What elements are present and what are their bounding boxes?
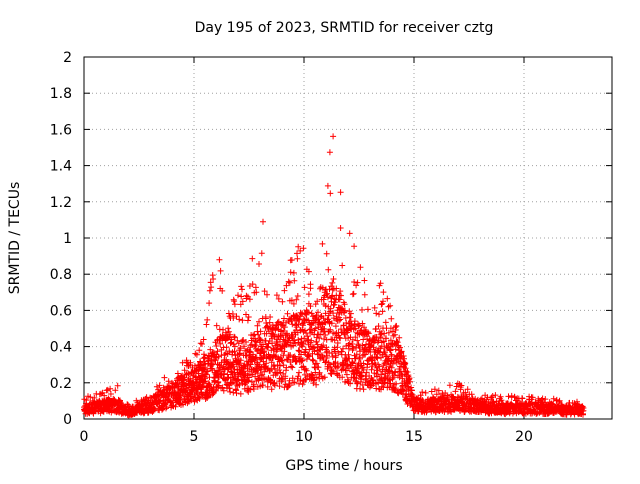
chart-title: Day 195 of 2023, SRMTID for receiver czt… xyxy=(195,20,494,36)
x-axis-label: GPS time / hours xyxy=(285,458,402,474)
y-tick-label: 0.8 xyxy=(50,267,72,283)
y-tick-label: 0.6 xyxy=(50,303,72,319)
axis-ticks: 00.20.40.60.811.21.41.61.820 5 10 15 20 xyxy=(50,50,612,445)
y-tick-label: 2 xyxy=(63,50,72,66)
y-tick-label: 0 xyxy=(63,412,72,428)
y-tick-label: 1.4 xyxy=(50,159,72,175)
y-axis-label: SRMTID / TECUs xyxy=(7,182,23,295)
x-tick-label: 15 xyxy=(405,429,423,445)
x-tick-label: 10 xyxy=(295,429,313,445)
x-tick-label: 0 xyxy=(80,429,89,445)
data-points xyxy=(81,133,587,419)
y-tick-label: 1 xyxy=(63,231,72,247)
y-tick-label: 1.6 xyxy=(50,122,72,138)
y-tick-label: 1.2 xyxy=(50,195,72,211)
x-tick-label: 20 xyxy=(515,429,533,445)
y-tick-label: 0.4 xyxy=(50,340,72,356)
x-tick-label: 5 xyxy=(190,429,199,445)
grid-lines xyxy=(84,57,612,419)
srmtid-point-markers xyxy=(81,133,587,419)
y-tick-label: 0.2 xyxy=(50,376,72,392)
y-tick-label: 1.8 xyxy=(50,86,72,102)
